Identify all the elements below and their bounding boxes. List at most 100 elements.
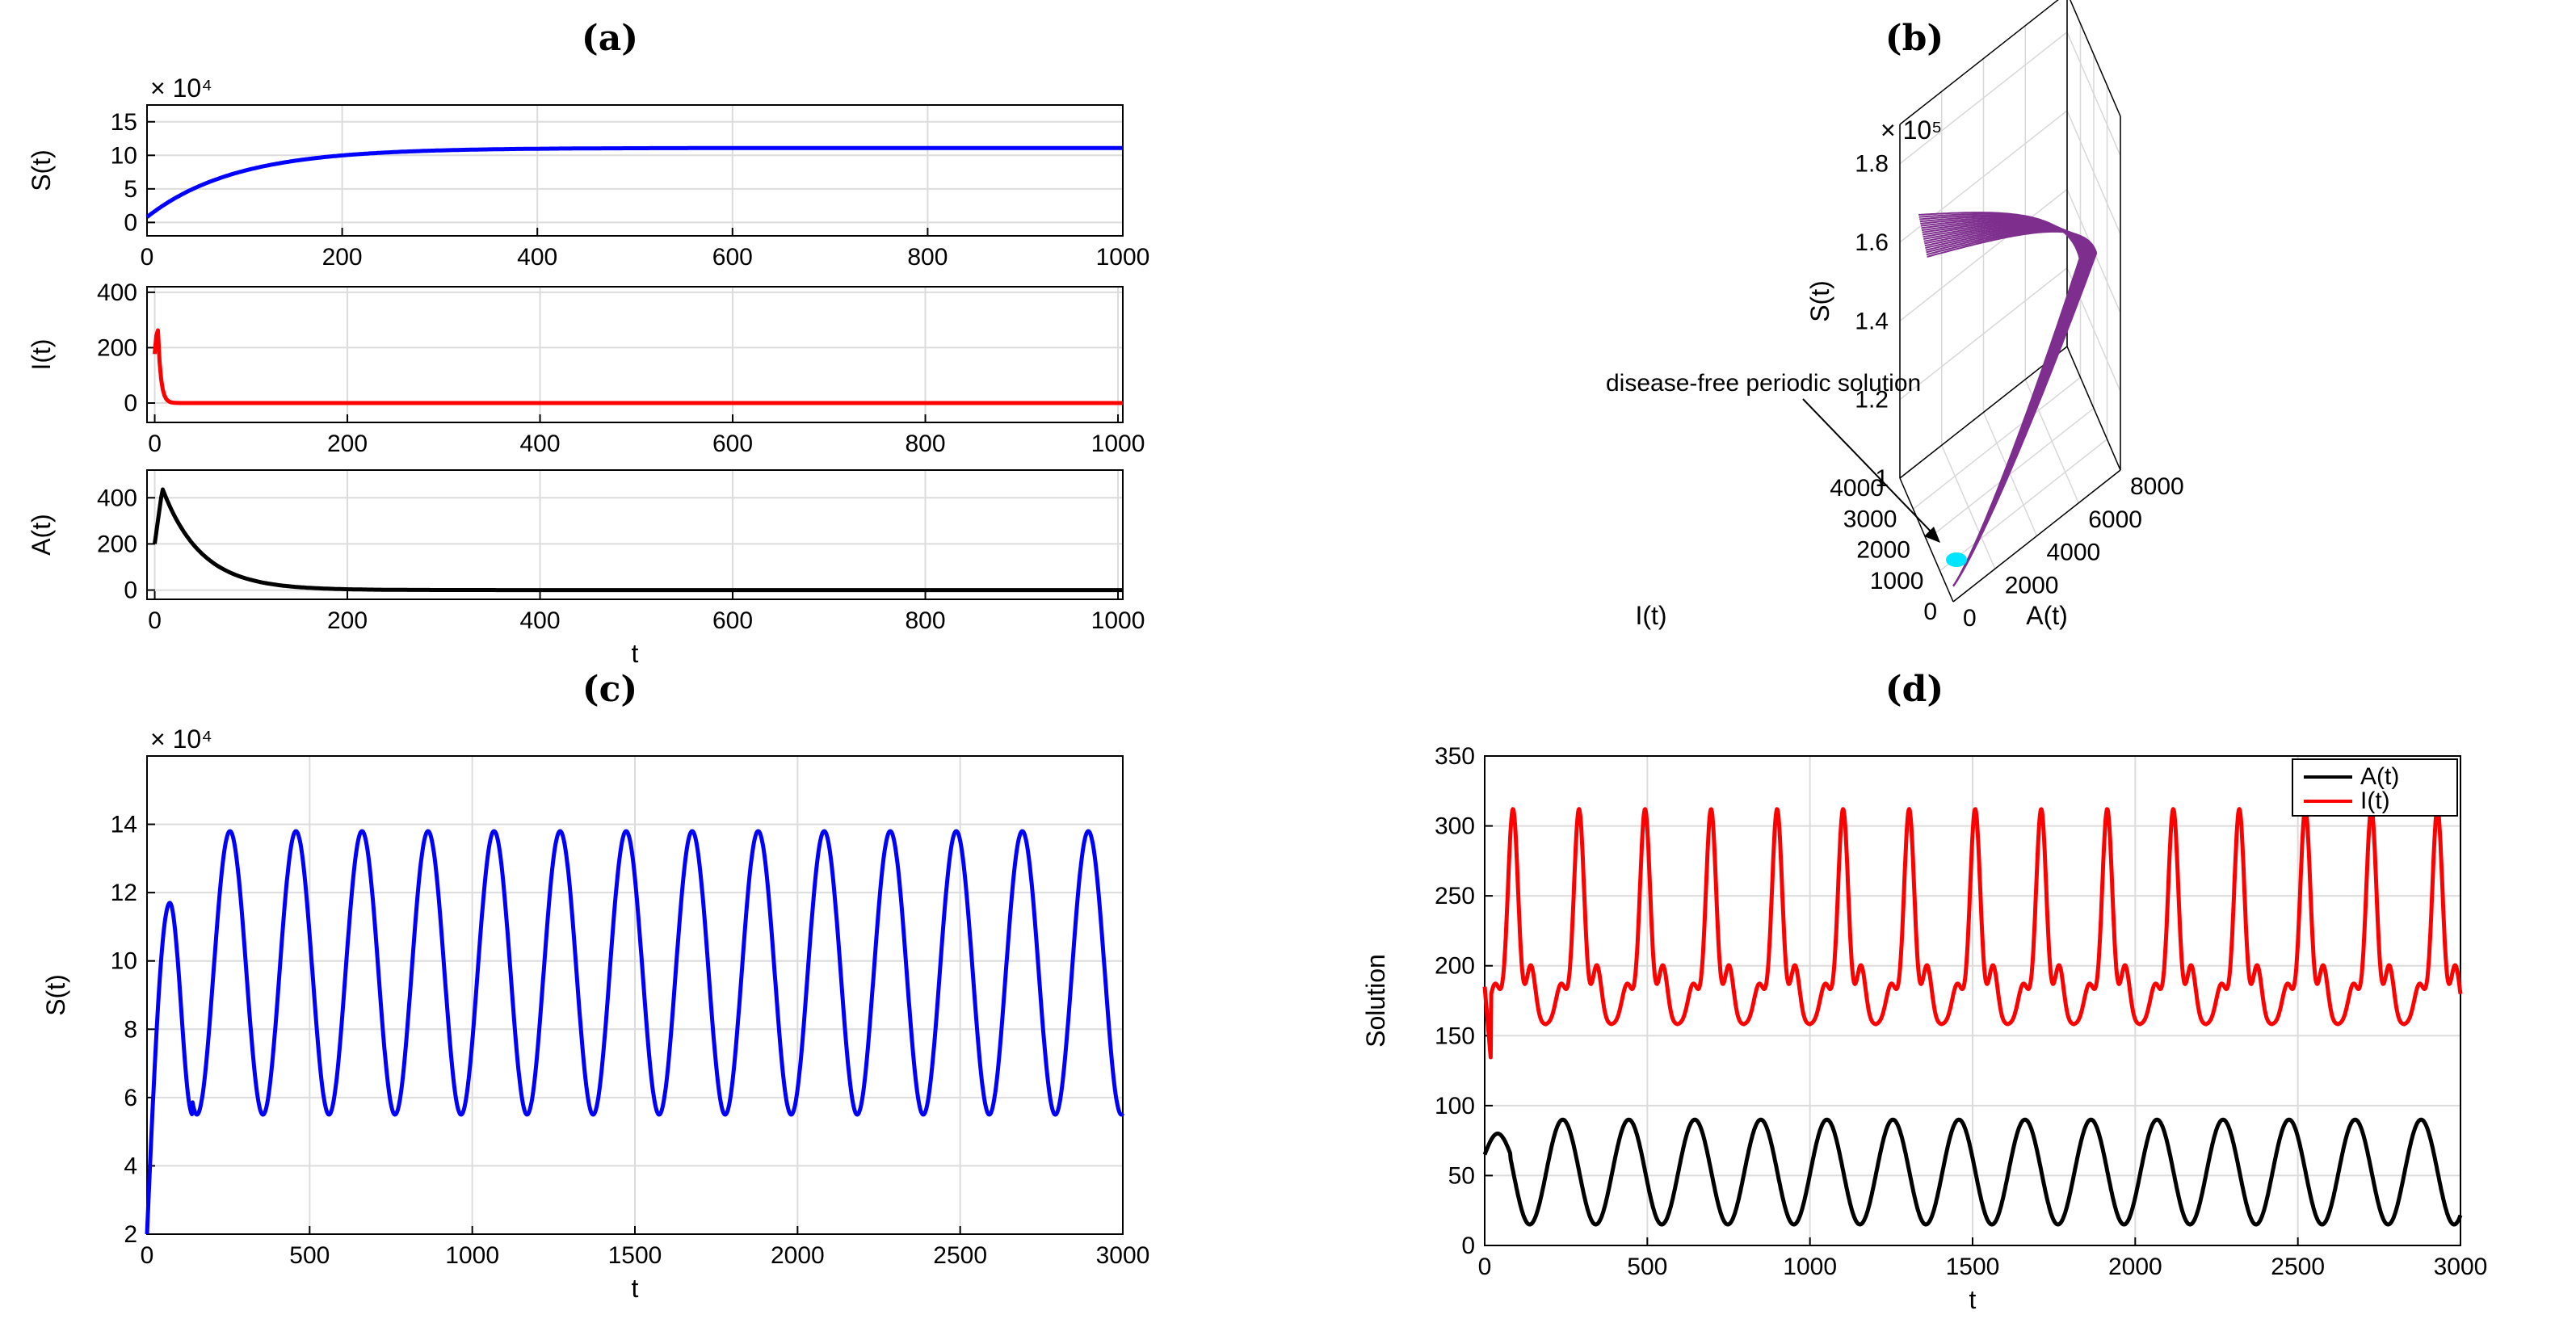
x-tick-label: 2500 bbox=[933, 1242, 987, 1269]
trajectory-line bbox=[1923, 225, 2091, 587]
z-tick-label: 1.4 bbox=[1855, 308, 1889, 334]
panel-b: 11.21.41.61.8010002000300040000200040006… bbox=[1606, 0, 2184, 632]
x-axis-label: t bbox=[632, 1274, 639, 1303]
plot-area bbox=[147, 470, 1123, 599]
y-tick-label: 0 bbox=[124, 209, 137, 236]
panel-a: 0 200 400 600 800 1000 0 5 10 15 S(t) × 10⁴ 0 200 400 6… bbox=[27, 74, 1149, 668]
trajectory-line bbox=[1925, 228, 2094, 587]
gridline-3d bbox=[1982, 412, 2038, 536]
trajectory-line bbox=[1921, 220, 2087, 587]
x-tick-label: 0 bbox=[141, 244, 154, 271]
x-tick-label: 200 bbox=[322, 244, 363, 271]
y-tick-label: 300 bbox=[1435, 813, 1475, 840]
x-tick-label: 400 bbox=[520, 430, 561, 457]
y-tick-label: 400 bbox=[97, 279, 137, 306]
y-tick-label: 0 bbox=[124, 578, 137, 604]
x-tick-label: 1500 bbox=[1946, 1254, 2000, 1280]
x-tick-label: 400 bbox=[520, 607, 561, 634]
z-tick-label: 1.2 bbox=[1855, 387, 1889, 414]
axis-edge bbox=[2070, 0, 2121, 117]
axis-edge bbox=[1899, 346, 2068, 479]
z-tick-label: 1.8 bbox=[1855, 151, 1889, 178]
trajectory-line bbox=[1922, 222, 2089, 587]
axes-frame bbox=[146, 469, 1124, 600]
series-line-S(t) bbox=[145, 145, 1124, 219]
panel-d: 0 500 1000 1500 2000 2500 3000 0 50 100 150 200 250 3… bbox=[1361, 743, 2487, 1314]
y-tick-label: 6000 bbox=[2088, 506, 2142, 533]
panel-b-title: (b) bbox=[1885, 18, 1944, 59]
y-axis-label: I(t) bbox=[27, 338, 56, 370]
x-tick-label: 0 bbox=[148, 607, 162, 634]
y-tick-label: 8000 bbox=[2130, 473, 2184, 500]
y-tick-label: 12 bbox=[111, 880, 137, 906]
y-tick-label: 6 bbox=[124, 1085, 137, 1111]
x-tick-label: 600 bbox=[712, 244, 753, 271]
axes-frame bbox=[146, 286, 1124, 423]
y-tick-label: 15 bbox=[111, 109, 137, 136]
axes-frame bbox=[146, 104, 1124, 237]
x-tick-label: 0 bbox=[141, 1242, 154, 1269]
y-tick-label: 4000 bbox=[2047, 540, 2101, 566]
y-tick-label: 4 bbox=[124, 1153, 137, 1179]
y-tick-label: 10 bbox=[111, 948, 137, 975]
x-tick-label: 600 bbox=[712, 430, 753, 457]
y-tick-label: 0 bbox=[124, 390, 137, 417]
panel-a-title: (a) bbox=[582, 18, 638, 59]
x-tick-label: 1000 bbox=[1096, 244, 1150, 271]
y-tick-label: 400 bbox=[97, 485, 137, 511]
y-tick-label: 2000 bbox=[2005, 572, 2059, 598]
trajectory-line bbox=[1927, 230, 2098, 587]
x-tick-label: 3000 bbox=[1843, 506, 1897, 532]
y-tick-label: 14 bbox=[111, 812, 137, 838]
y-axis-label: S(t) bbox=[41, 974, 70, 1016]
x-tick-label: 800 bbox=[906, 607, 946, 634]
x-tick-label: 1000 bbox=[1783, 1254, 1837, 1280]
panel-c: 0 500 1000 1500 2000 2500 3000 2 4 6 8 10 12 14 S(t) t ×… bbox=[41, 724, 1149, 1303]
axis-multiplier: × 10⁴ bbox=[150, 724, 212, 754]
x-tick-label: 1000 bbox=[1870, 568, 1924, 594]
legend-label: I(t) bbox=[2360, 788, 2390, 814]
plot-area bbox=[147, 105, 1123, 236]
x-tick-label: 2000 bbox=[2108, 1254, 2162, 1280]
panel-c-title: (c) bbox=[582, 669, 637, 710]
x-axis-label: t bbox=[1969, 1285, 1977, 1314]
trajectory-line bbox=[1923, 223, 2090, 587]
z-axis-label: S(t) bbox=[1805, 280, 1834, 322]
x-tick-label: 1000 bbox=[1091, 607, 1145, 634]
x-tick-label: 2000 bbox=[771, 1242, 825, 1269]
axis-edge bbox=[1899, 477, 1954, 603]
x-tick-label: 0 bbox=[1923, 598, 1937, 625]
annotation-text: disease-free periodic solution bbox=[1606, 370, 1921, 397]
y-tick-label: 250 bbox=[1435, 883, 1475, 909]
panel-d-title: (d) bbox=[1885, 669, 1944, 710]
x-tick-label: 200 bbox=[327, 430, 368, 457]
legend-label: A(t) bbox=[2360, 763, 2399, 790]
x-tick-label: 0 bbox=[1478, 1254, 1492, 1280]
y-tick-label: 8 bbox=[124, 1016, 137, 1043]
x-tick-label: 500 bbox=[1627, 1254, 1667, 1280]
y-axis-label: S(t) bbox=[27, 149, 56, 191]
y-tick-label: 200 bbox=[97, 334, 137, 361]
y-tick-label: 10 bbox=[111, 142, 137, 169]
x-axis-label: t bbox=[632, 639, 639, 668]
x-tick-label: 400 bbox=[517, 244, 557, 271]
trajectory-line bbox=[1918, 212, 2081, 587]
y-axis-label: Solution bbox=[1361, 954, 1390, 1048]
trajectory-line bbox=[1922, 221, 2088, 587]
x-tick-label: 500 bbox=[289, 1242, 330, 1269]
series-line-S(t) bbox=[145, 829, 1125, 1235]
annotation-arrow bbox=[1802, 398, 1936, 537]
trajectory-line bbox=[1924, 226, 2092, 587]
y-tick-label: 50 bbox=[1448, 1162, 1475, 1189]
x-tick-label: 1500 bbox=[608, 1242, 662, 1269]
trajectory-line bbox=[1926, 230, 2097, 587]
y-axis-label: A(t) bbox=[2026, 601, 2068, 630]
y-tick-label: 0 bbox=[1461, 1233, 1475, 1259]
y-tick-label: 100 bbox=[1435, 1093, 1475, 1119]
y-tick-label: 2 bbox=[124, 1221, 137, 1248]
axis-multiplier: × 10⁴ bbox=[150, 74, 212, 103]
trajectory-line bbox=[1919, 216, 2083, 587]
y-tick-label: 200 bbox=[97, 531, 137, 557]
y-tick-label: 350 bbox=[1435, 743, 1475, 770]
